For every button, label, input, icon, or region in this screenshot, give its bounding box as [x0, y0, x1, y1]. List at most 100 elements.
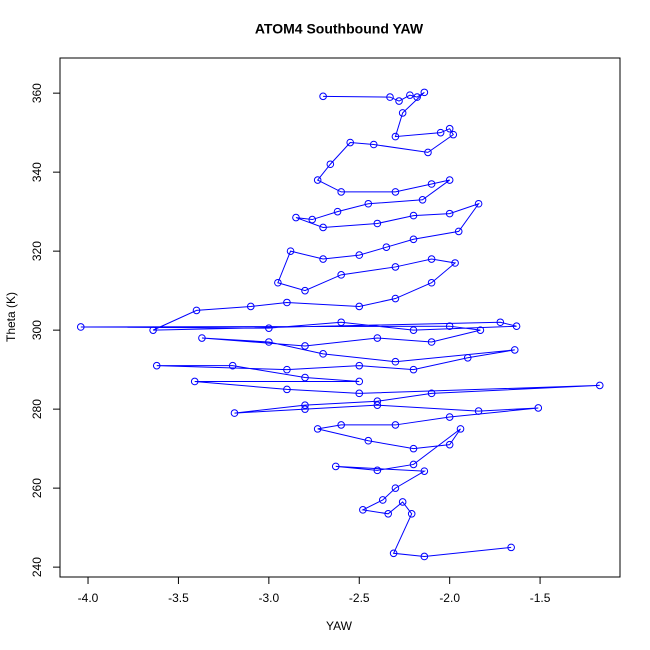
data-point: [427, 338, 436, 346]
data-point: [313, 176, 322, 184]
chart-title: ATOM4 Southbound YAW: [255, 21, 424, 37]
data-point: [427, 278, 436, 287]
data-point: [286, 247, 295, 255]
data-point: [445, 209, 454, 218]
data-point: [364, 436, 373, 445]
data-point: [355, 389, 364, 398]
data-point: [474, 407, 483, 415]
data-point: [192, 306, 201, 315]
data-point: [355, 377, 364, 386]
data-point: [355, 361, 364, 370]
data-point: [391, 421, 400, 429]
data-point: [449, 130, 458, 139]
data-point: [456, 425, 465, 433]
data-point: [445, 440, 454, 449]
data-point: [534, 404, 543, 412]
data-point: [190, 377, 199, 386]
data-point: [409, 326, 418, 334]
plot-frame: [59, 57, 621, 578]
y-tick-label: 280: [30, 399, 44, 419]
data-point: [373, 466, 382, 475]
data-point: [409, 460, 418, 469]
data-point: [337, 421, 345, 429]
data-point: [391, 484, 400, 492]
y-tick-label: 340: [30, 162, 44, 182]
data-point: [301, 286, 309, 295]
data-point: [451, 259, 459, 267]
data-point: [409, 235, 418, 244]
data-point: [149, 326, 157, 334]
data-point: [595, 381, 604, 390]
data-point: [283, 365, 291, 374]
data-point: [420, 88, 429, 97]
y-tick-label: 320: [30, 241, 44, 261]
data-point: [326, 160, 335, 169]
data-point: [369, 140, 378, 149]
data-point: [386, 93, 394, 101]
data-point: [337, 188, 345, 196]
data-point: [496, 318, 505, 327]
data-point: [355, 302, 364, 311]
data-point: [228, 361, 237, 370]
data-point: [463, 353, 472, 362]
data-point: [359, 506, 367, 514]
y-tick-label: 240: [30, 557, 44, 577]
data-point: [418, 195, 427, 204]
data-point: [427, 389, 436, 398]
x-tick-label: -1.5: [530, 591, 551, 605]
x-axis-label: YAW: [326, 619, 353, 633]
x-tick-label: -4.0: [78, 591, 99, 605]
data-point: [319, 223, 327, 232]
data-point: [274, 278, 282, 287]
data-point: [445, 322, 454, 330]
data-point: [391, 188, 400, 196]
data-point: [512, 322, 521, 330]
data-point: [333, 207, 342, 216]
data-line: [80, 91, 600, 557]
y-tick-label: 300: [30, 320, 44, 340]
data-point: [391, 132, 400, 141]
data-point: [427, 255, 436, 263]
x-tick-label: -2.0: [439, 591, 460, 605]
data-point: [391, 294, 400, 303]
x-tick-label: -3.5: [168, 591, 189, 605]
data-point: [301, 342, 309, 350]
data-point: [331, 462, 340, 471]
data-point: [319, 92, 327, 101]
data-point: [337, 318, 345, 327]
data-point: [445, 176, 454, 184]
y-tick-label: 260: [30, 478, 44, 498]
y-tick-label: 360: [30, 83, 44, 103]
data-point: [510, 346, 519, 354]
data-point: [384, 510, 392, 518]
data-point: [301, 373, 309, 382]
data-point: [391, 263, 400, 271]
y-axis-label: Theta (K): [4, 292, 18, 342]
data-point: [445, 124, 454, 133]
data-point: [445, 413, 454, 421]
data-point: [409, 444, 418, 453]
data-point: [230, 409, 239, 417]
data-point: [436, 128, 445, 137]
data-point: [313, 425, 322, 433]
data-point: [413, 93, 421, 101]
data-point: [427, 180, 436, 188]
data-point: [398, 109, 407, 117]
data-point: [265, 338, 273, 346]
data-point: [424, 148, 432, 157]
data-point: [420, 467, 429, 475]
x-tick-label: -2.5: [349, 591, 370, 605]
data-point: [476, 326, 485, 334]
data-point: [319, 255, 327, 263]
data-point: [409, 211, 418, 220]
data-point: [337, 271, 345, 279]
data-point: [319, 350, 327, 358]
data-point: [246, 302, 255, 311]
data-point: [265, 324, 273, 332]
data-point: [395, 97, 403, 105]
data-point: [283, 385, 291, 394]
data-point: [292, 213, 300, 222]
data-point: [373, 219, 382, 228]
